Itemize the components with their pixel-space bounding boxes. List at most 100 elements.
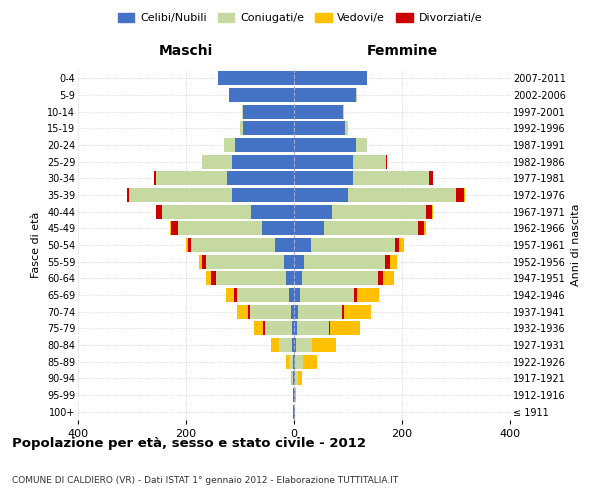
Bar [418, 221, 424, 236]
Bar [271, 338, 279, 352]
Bar [289, 354, 293, 369]
Bar [341, 304, 344, 319]
Bar [254, 322, 263, 336]
Bar [130, 188, 232, 202]
Bar [154, 171, 156, 186]
Bar [294, 121, 346, 136]
Bar [127, 188, 130, 202]
Bar [353, 154, 386, 169]
Bar [284, 254, 294, 269]
Bar [156, 204, 162, 219]
Bar [302, 271, 378, 285]
Bar [286, 354, 289, 369]
Bar [186, 238, 188, 252]
Bar [294, 338, 296, 352]
Bar [242, 121, 294, 136]
Bar [191, 238, 275, 252]
Bar [227, 171, 294, 186]
Bar [426, 204, 432, 219]
Bar [294, 221, 324, 236]
Bar [216, 271, 286, 285]
Bar [294, 304, 298, 319]
Bar [353, 171, 429, 186]
Bar [357, 288, 379, 302]
Bar [211, 271, 216, 285]
Bar [294, 171, 353, 186]
Bar [324, 221, 418, 236]
Bar [263, 322, 265, 336]
Bar [232, 154, 294, 169]
Bar [232, 188, 294, 202]
Bar [294, 354, 295, 369]
Bar [343, 104, 344, 118]
Bar [248, 304, 250, 319]
Bar [229, 88, 294, 102]
Bar [390, 254, 397, 269]
Bar [292, 371, 293, 386]
Bar [286, 271, 294, 285]
Bar [294, 238, 311, 252]
Bar [296, 322, 329, 336]
Bar [294, 104, 343, 118]
Bar [311, 238, 395, 252]
Bar [294, 288, 301, 302]
Bar [294, 138, 356, 152]
Bar [301, 288, 355, 302]
Bar [298, 304, 341, 319]
Bar [234, 288, 238, 302]
Bar [312, 338, 336, 352]
Bar [240, 121, 242, 136]
Text: COMUNE DI CALDIERO (VR) - Dati ISTAT 1° gennaio 2012 - Elaborazione TUTTITALIA.I: COMUNE DI CALDIERO (VR) - Dati ISTAT 1° … [12, 476, 398, 485]
Bar [294, 322, 296, 336]
Bar [202, 154, 232, 169]
Bar [383, 271, 394, 285]
Bar [206, 254, 284, 269]
Bar [344, 304, 371, 319]
Bar [378, 271, 383, 285]
Bar [224, 138, 235, 152]
Bar [400, 238, 404, 252]
Bar [172, 221, 178, 236]
Bar [355, 288, 357, 302]
Bar [332, 204, 426, 219]
Bar [424, 221, 426, 236]
Bar [226, 288, 234, 302]
Legend: Celibi/Nubili, Coniugati/e, Vedovi/e, Divorziati/e: Celibi/Nubili, Coniugati/e, Vedovi/e, Di… [113, 8, 487, 28]
Bar [356, 138, 367, 152]
Y-axis label: Anni di nascita: Anni di nascita [571, 204, 581, 286]
Bar [294, 88, 356, 102]
Bar [303, 354, 317, 369]
Bar [170, 221, 172, 236]
Bar [292, 322, 294, 336]
Bar [218, 71, 294, 86]
Bar [162, 204, 251, 219]
Text: Popolazione per età, sesso e stato civile - 2012: Popolazione per età, sesso e stato civil… [12, 437, 366, 450]
Bar [295, 371, 298, 386]
Bar [279, 338, 292, 352]
Bar [294, 254, 304, 269]
Bar [250, 304, 291, 319]
Bar [235, 138, 294, 152]
Bar [294, 271, 302, 285]
Bar [395, 238, 400, 252]
Bar [330, 322, 360, 336]
Y-axis label: Fasce di età: Fasce di età [31, 212, 41, 278]
Text: Femmine: Femmine [367, 44, 437, 59]
Bar [238, 288, 289, 302]
Bar [289, 288, 294, 302]
Bar [294, 204, 332, 219]
Text: Maschi: Maschi [159, 44, 213, 59]
Bar [294, 154, 353, 169]
Bar [348, 188, 456, 202]
Bar [295, 354, 303, 369]
Bar [262, 221, 294, 236]
Bar [202, 254, 206, 269]
Bar [251, 204, 294, 219]
Bar [298, 371, 302, 386]
Bar [178, 221, 262, 236]
Bar [295, 388, 296, 402]
Bar [294, 71, 367, 86]
Bar [291, 304, 294, 319]
Bar [294, 188, 348, 202]
Bar [429, 171, 433, 186]
